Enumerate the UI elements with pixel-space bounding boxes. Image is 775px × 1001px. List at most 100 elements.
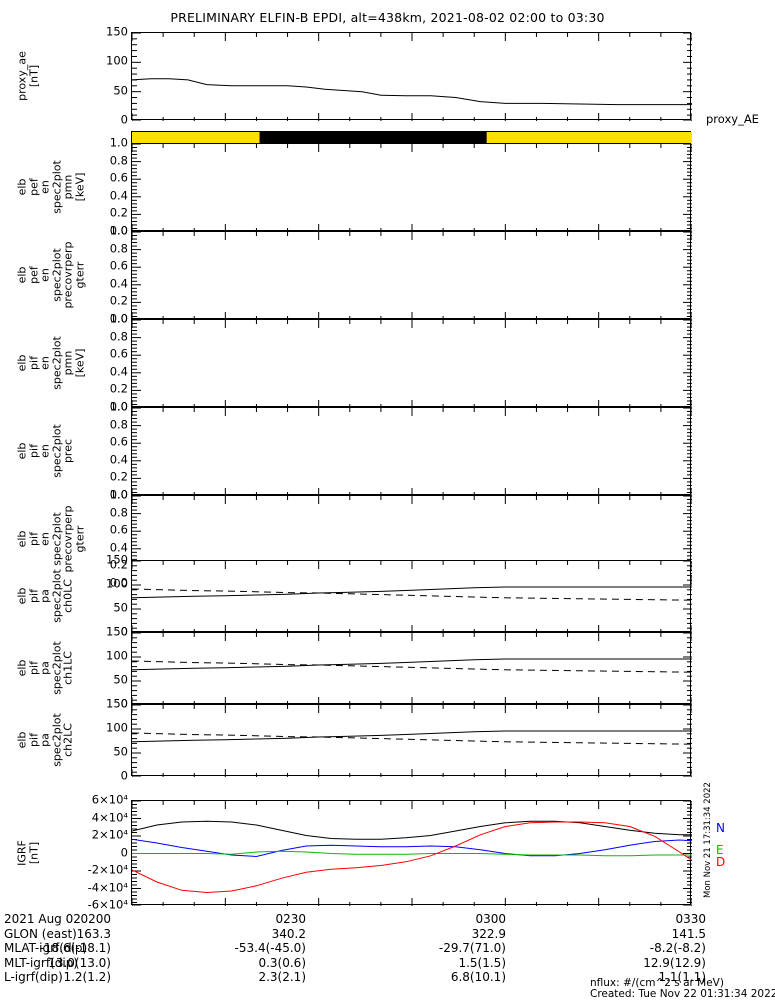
ytick-label: 2×10⁴ <box>91 827 128 842</box>
series-ch2LC-solid <box>132 730 692 743</box>
ytick-label: 0 <box>120 844 128 859</box>
ylabel-word-pif-pa-ch0lc-4: ch0LC <box>61 579 75 613</box>
panel-canvas-proxy-ae <box>132 33 692 121</box>
ytick-label: 0.0 <box>109 223 128 238</box>
footer-cell: -53.4(-45.0) <box>234 941 306 955</box>
igrf-legend-n: N <box>716 821 725 835</box>
ytick-label: 0.8 <box>109 504 128 519</box>
footer-cell: 0230 <box>275 912 306 926</box>
footer-row-label: MLAT-igrf(dip) <box>4 941 88 955</box>
footer-cell: 1.5(1.5) <box>458 955 506 970</box>
panel-pif-en-pmn <box>131 319 692 408</box>
ytick-label: 0.2 <box>109 205 128 220</box>
ytick-label: 0.4 <box>109 188 128 203</box>
ytick-label: 0.0 <box>109 399 128 414</box>
panel-pif-en-prec <box>131 407 692 496</box>
ytick-label: 0 <box>120 112 128 127</box>
footer-cell: 12.9(12.9) <box>643 955 706 970</box>
ytick-label: 6×10⁴ <box>91 792 128 807</box>
ytick-label: 50 <box>113 744 128 759</box>
ytick-label: 0.4 <box>109 452 128 467</box>
footer-cell: -8.2(-8.2) <box>649 941 706 955</box>
panel-pif-pa-ch2lc <box>131 704 692 777</box>
panel-pef-en-pmn <box>131 143 692 232</box>
ylabel-word-pif-en-prec-4: prec <box>61 438 75 464</box>
ytick-column-pif-en-precovrperp: 1.0 0.8 0.6 0.4 0.2 0.0 <box>60 489 128 588</box>
panel-proxy-ae <box>131 32 692 121</box>
series-ch0LC-solid <box>132 586 692 599</box>
ytick-label: 0.8 <box>109 240 128 255</box>
footer-cell: 1.1(1.1) <box>658 970 706 984</box>
ylabel-word-proxy-ae-1: [nT] <box>27 64 40 88</box>
footer-row-label: L-igrf(dip) <box>4 970 63 984</box>
ylabel-word-pif-pa-ch2lc-4: ch2LC <box>61 723 75 757</box>
ytick-label: 50 <box>113 82 128 97</box>
footer-cell: 13.0(13.0) <box>48 955 111 970</box>
panel-pif-pa-ch0lc <box>131 560 692 633</box>
ytick-label: 0.2 <box>109 469 128 484</box>
ytick-label: 1.0 <box>109 311 128 326</box>
ytick-column-igrf: 6×10⁴ 4×10⁴ 2×10⁴ 0 -2×10⁴ -4×10⁴ -6×10⁴ <box>60 794 128 910</box>
footer-cell: 322.9 <box>471 926 506 941</box>
ytick-column-pif-pa-ch0lc: 150 100 50 0 <box>60 554 128 637</box>
ytick-label: 0.6 <box>109 522 128 537</box>
panel-igrf <box>131 800 692 906</box>
ytick-label: 0 <box>120 624 128 639</box>
panel-canvas-pif-pa-ch2lc <box>132 705 692 777</box>
ytick-label: 150 <box>106 24 128 39</box>
ylabel-word-pif-pa-ch1lc-4: ch1LC <box>61 651 75 685</box>
footer-cell: 0.3(0.6) <box>258 955 306 970</box>
ytick-label: 50 <box>113 672 128 687</box>
ytick-label: 100 <box>106 576 128 591</box>
ytick-label: 1.0 <box>109 223 128 238</box>
timestamp-vertical: Mon Nov 21 17:31:34 2022 <box>703 782 713 898</box>
ytick-label: 0 <box>120 696 128 711</box>
page-title: PRELIMINARY ELFIN-B EPDI, alt=438km, 202… <box>170 10 605 25</box>
ylabel-word-pif-en-pmn-5: [keV] <box>73 348 86 378</box>
igrf-legend-d: D <box>716 855 726 869</box>
ytick-column-pif-en-pmn: 1.0 0.8 0.6 0.4 0.2 0.0 <box>60 313 128 412</box>
ytick-label: 0 <box>120 768 128 783</box>
ytick-label: 150 <box>106 696 128 711</box>
series-ch2LC-dashed <box>132 732 692 745</box>
ylabel-word-igrf-1: [nT] <box>27 841 40 864</box>
ylabel-word-pif-en-precovrperp-5: gterr <box>73 525 86 553</box>
ytick-label: -6×10⁴ <box>87 897 128 912</box>
igrf-legend-e: E <box>716 843 724 857</box>
panel-canvas-igrf <box>132 801 692 906</box>
panel-canvas-status-bar <box>132 132 692 144</box>
footer-cell: 6.8(10.1) <box>450 970 506 984</box>
footer-cell: 163.3 <box>76 926 111 941</box>
ytick-label: -4×10⁴ <box>87 879 128 894</box>
ytick-label: 1.0 <box>109 135 128 150</box>
ytick-label: 0.8 <box>109 416 128 431</box>
ytick-label: 1.0 <box>109 487 128 502</box>
ytick-label: 0.0 <box>109 487 128 502</box>
ytick-label: 150 <box>106 624 128 639</box>
footer-cell: 0200 <box>80 912 111 926</box>
ytick-label: 100 <box>106 720 128 735</box>
footer-cell: 2.3(2.1) <box>258 970 306 984</box>
ytick-label: 0.8 <box>109 152 128 167</box>
ylabel-word-pef-en-precovrperp-5: gterr <box>73 261 86 289</box>
footer-cell: -29.7(71.0) <box>438 941 506 955</box>
ytick-column-pif-en-prec: 1.0 0.8 0.6 0.4 0.2 0.0 <box>60 401 128 500</box>
ytick-label: 0.6 <box>109 434 128 449</box>
series-D <box>132 821 692 894</box>
panel-canvas-pif-en-prec <box>132 408 692 496</box>
ytick-label: 50 <box>113 600 128 615</box>
ytick-label: 150 <box>106 552 128 567</box>
footer-cell: 0300 <box>475 912 506 926</box>
ytick-label: -2×10⁴ <box>87 862 128 877</box>
panel-pif-pa-ch1lc <box>131 632 692 705</box>
footer-created-stamp: Created: Tue Nov 22 01:31:34 2022 <box>590 988 775 1000</box>
footer-nflux-note: nflux: #/(cm^2 s ar MeV) <box>590 977 724 989</box>
ytick-label: 4×10⁴ <box>91 809 128 824</box>
footer-row-label: MLT-igrf(dip) <box>4 955 78 970</box>
series-ch1LC-solid <box>132 658 692 671</box>
ytick-column-proxy-ae: 150 100 50 0 <box>60 26 128 125</box>
ytick-label: 0.2 <box>109 381 128 396</box>
panel-pef-en-precovrperp <box>131 231 692 320</box>
footer-cell: 141.5 <box>671 926 706 941</box>
